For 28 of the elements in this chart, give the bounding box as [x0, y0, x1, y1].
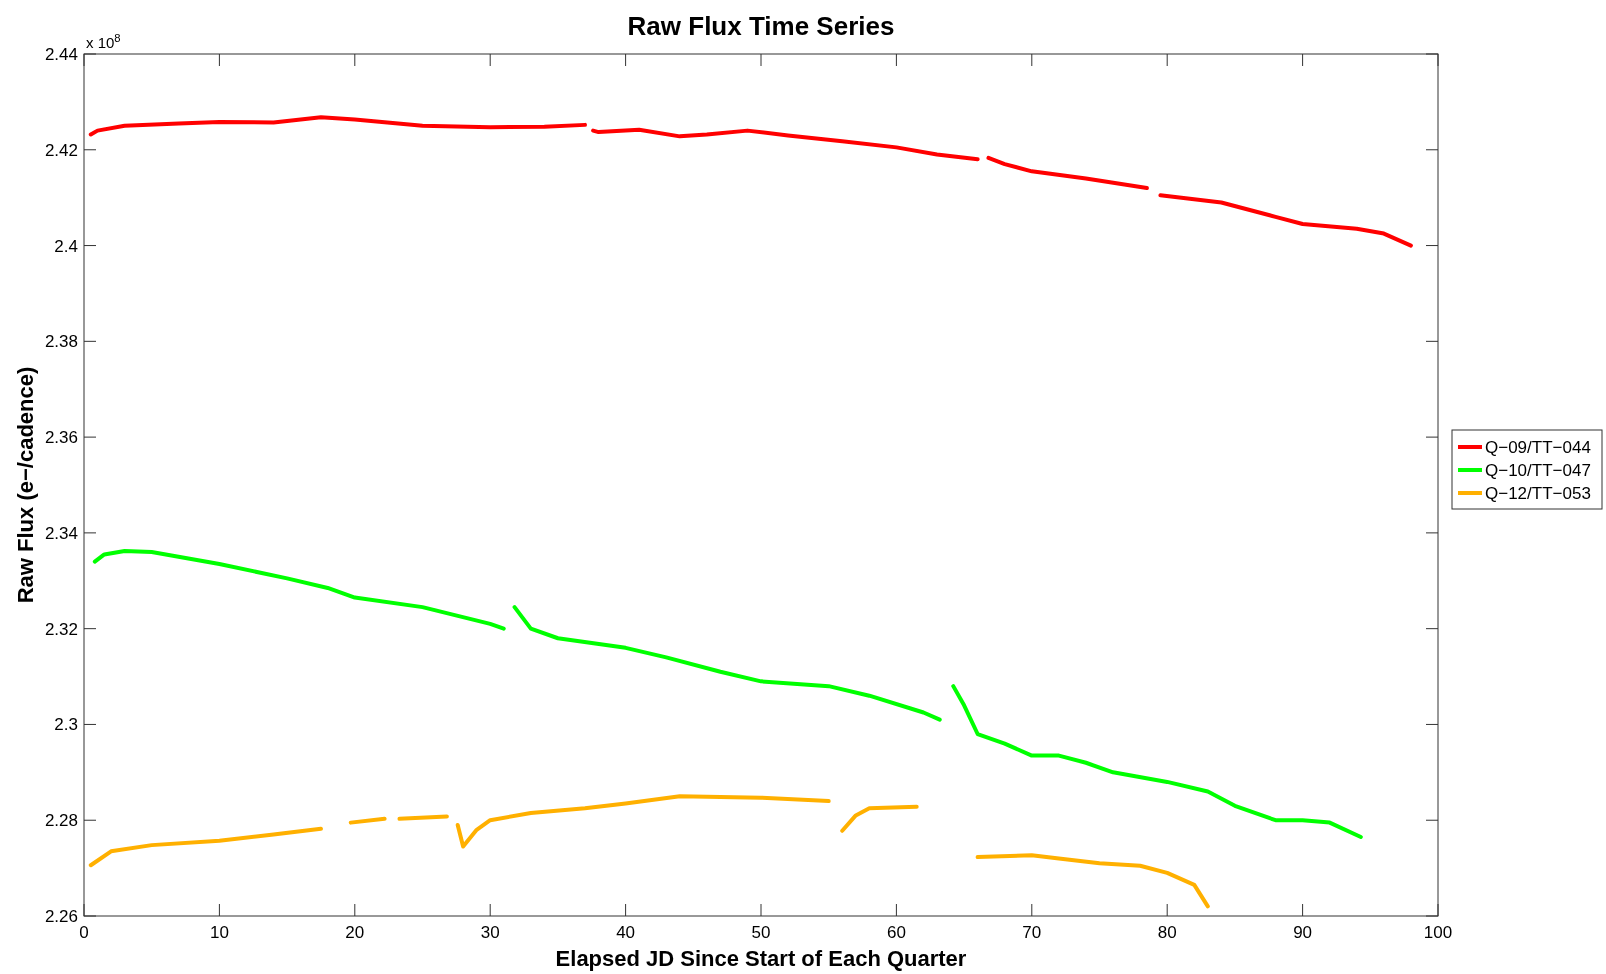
x-tick-label: 70	[1022, 923, 1042, 942]
y-tick-label: 2.4	[54, 236, 78, 256]
y-tick-label: 2.32	[44, 619, 78, 639]
y-axis-title: Raw Flux (e−/cadence)	[13, 366, 38, 604]
y-tick-label: 2.28	[44, 811, 78, 831]
legend-label: Q−10/TT−047	[1485, 461, 1591, 480]
x-tick-label: 20	[345, 923, 365, 942]
legend-label: Q−09/TT−044	[1485, 438, 1591, 457]
x-tick-label: 100	[1423, 923, 1453, 942]
y-tick-label: 2.44	[44, 45, 78, 64]
x-tick-label: 50	[751, 923, 771, 942]
y-tick-label: 2.34	[44, 523, 78, 543]
x-tick-label: 60	[886, 923, 906, 942]
y-tick-label: 2.38	[44, 332, 78, 352]
y-tick-label: 2.26	[44, 907, 78, 926]
x-axis-title: Elapsed JD Since Start of Each Quarter	[555, 946, 967, 971]
x-tick-label: 10	[209, 923, 229, 942]
y-tick-label: 2.3	[54, 715, 78, 735]
y-tick-label: 2.36	[44, 428, 78, 448]
legend-label: Q−12/TT−053	[1485, 484, 1591, 503]
x-tick-label: 0	[79, 923, 89, 942]
x-tick-label: 80	[1157, 923, 1177, 942]
x-tick-label: 40	[616, 923, 636, 942]
text: x 10$^{8}$	[86, 32, 121, 51]
x-tick-label: 30	[480, 923, 500, 942]
x-tick-label: 90	[1293, 923, 1313, 942]
y-tick-label: 2.42	[44, 140, 78, 160]
chart-title: Raw Flux Time Series	[627, 11, 895, 41]
